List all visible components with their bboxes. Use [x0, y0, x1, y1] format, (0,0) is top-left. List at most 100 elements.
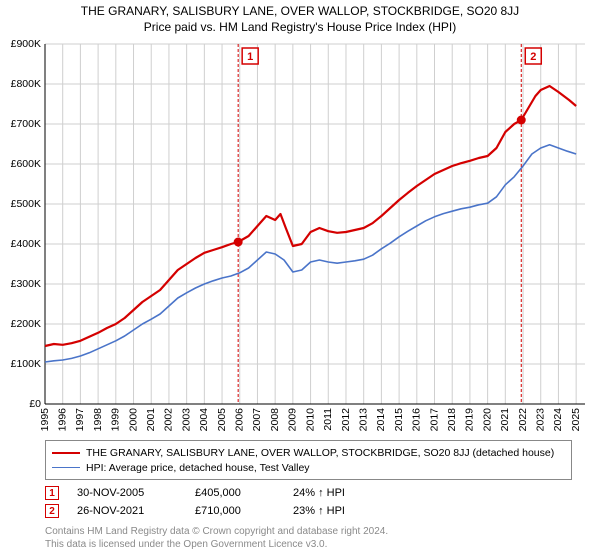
svg-text:2023: 2023: [535, 408, 547, 432]
x-tick: 2002: [163, 408, 175, 432]
x-tick: 2001: [145, 408, 157, 432]
attribution-line: This data is licensed under the Open Gov…: [45, 539, 572, 552]
svg-text:2011: 2011: [322, 408, 334, 431]
svg-text:2007: 2007: [251, 408, 263, 432]
svg-text:2019: 2019: [464, 408, 476, 432]
svg-text:2024: 2024: [552, 408, 564, 432]
x-tick: 2015: [393, 408, 405, 432]
x-tick: 2016: [411, 408, 423, 432]
svg-text:2009: 2009: [287, 408, 299, 432]
x-tick: 2005: [216, 408, 228, 432]
event-callout-number: 1: [247, 51, 253, 63]
svg-text:1998: 1998: [92, 408, 104, 432]
event-pct: 24% ↑ HPI: [293, 487, 393, 499]
svg-text:2021: 2021: [499, 408, 511, 432]
legend-row: THE GRANARY, SALISBURY LANE, OVER WALLOP…: [52, 445, 565, 460]
x-tick: 2011: [322, 408, 334, 431]
y-tick-label: £300K: [11, 278, 41, 290]
svg-text:2005: 2005: [216, 408, 228, 432]
x-tick: 2014: [375, 408, 387, 432]
svg-text:2003: 2003: [180, 408, 192, 432]
legend-label: THE GRANARY, SALISBURY LANE, OVER WALLOP…: [86, 447, 554, 459]
price-chart: £0£100K£200K£300K£400K£500K£600K£700K£80…: [0, 34, 600, 434]
x-tick: 1998: [92, 408, 104, 432]
svg-text:2017: 2017: [428, 408, 440, 432]
attribution: Contains HM Land Registry data © Crown c…: [45, 526, 572, 551]
y-tick-label: £900K: [11, 38, 41, 50]
y-tick-label: £500K: [11, 198, 41, 210]
x-tick: 2003: [180, 408, 192, 432]
svg-text:2013: 2013: [357, 408, 369, 432]
x-tick: 2006: [234, 408, 246, 432]
svg-text:2000: 2000: [127, 408, 139, 432]
y-tick-label: £200K: [11, 318, 41, 330]
x-tick: 2020: [481, 408, 493, 432]
legend-swatch: [52, 467, 80, 468]
x-tick: 1995: [39, 408, 51, 432]
svg-text:1996: 1996: [56, 408, 68, 432]
svg-text:2002: 2002: [163, 408, 175, 432]
event-callout-number: 2: [530, 51, 536, 63]
svg-text:2001: 2001: [145, 408, 157, 432]
x-tick: 2009: [287, 408, 299, 432]
y-tick-label: £100K: [11, 358, 41, 370]
x-tick: 1997: [74, 408, 86, 432]
x-tick: 2012: [340, 408, 352, 432]
x-tick: 2019: [464, 408, 476, 432]
svg-text:2018: 2018: [446, 408, 458, 432]
legend-row: HPI: Average price, detached house, Test…: [52, 460, 565, 475]
y-tick-label: £800K: [11, 78, 41, 90]
svg-text:2004: 2004: [198, 408, 210, 432]
x-tick: 1999: [110, 408, 122, 432]
page-subtitle: Price paid vs. HM Land Registry's House …: [0, 20, 600, 34]
svg-text:2025: 2025: [570, 408, 582, 432]
page-title: THE GRANARY, SALISBURY LANE, OVER WALLOP…: [0, 4, 600, 18]
svg-text:2015: 2015: [393, 408, 405, 432]
event-dot: [517, 116, 526, 125]
svg-text:2022: 2022: [517, 408, 529, 432]
x-tick: 2022: [517, 408, 529, 432]
svg-text:2006: 2006: [234, 408, 246, 432]
event-date: 30-NOV-2005: [77, 487, 177, 499]
svg-text:2012: 2012: [340, 408, 352, 432]
svg-text:2016: 2016: [411, 408, 423, 432]
y-tick-label: £700K: [11, 118, 41, 130]
x-tick: 2021: [499, 408, 511, 432]
x-tick: 2024: [552, 408, 564, 432]
svg-text:2010: 2010: [304, 408, 316, 432]
y-tick-label: £600K: [11, 158, 41, 170]
event-row: 2 26-NOV-2021 £710,000 23% ↑ HPI: [45, 502, 572, 520]
x-tick: 2017: [428, 408, 440, 432]
x-tick: 2013: [357, 408, 369, 432]
event-pct: 23% ↑ HPI: [293, 505, 393, 517]
events-table: 1 30-NOV-2005 £405,000 24% ↑ HPI 2 26-NOV-202…: [45, 484, 572, 520]
x-tick: 2018: [446, 408, 458, 432]
event-date: 26-NOV-2021: [77, 505, 177, 517]
svg-text:2014: 2014: [375, 408, 387, 432]
chart-svg: £0£100K£200K£300K£400K£500K£600K£700K£80…: [0, 34, 600, 434]
event-marker-box: 1: [45, 486, 59, 500]
x-tick: 2023: [535, 408, 547, 432]
event-dot: [234, 238, 243, 247]
event-price: £405,000: [195, 487, 275, 499]
x-tick: 2025: [570, 408, 582, 432]
svg-text:2020: 2020: [481, 408, 493, 432]
event-marker-box: 2: [45, 504, 59, 518]
x-tick: 2010: [304, 408, 316, 432]
attribution-line: Contains HM Land Registry data © Crown c…: [45, 526, 572, 539]
svg-text:1999: 1999: [110, 408, 122, 432]
svg-text:2008: 2008: [269, 408, 281, 432]
y-tick-label: £400K: [11, 238, 41, 250]
x-tick: 2004: [198, 408, 210, 432]
event-row: 1 30-NOV-2005 £405,000 24% ↑ HPI: [45, 484, 572, 502]
svg-text:1995: 1995: [39, 408, 51, 432]
x-tick: 2000: [127, 408, 139, 432]
x-tick: 2007: [251, 408, 263, 432]
legend: THE GRANARY, SALISBURY LANE, OVER WALLOP…: [45, 440, 572, 480]
x-tick: 2008: [269, 408, 281, 432]
legend-label: HPI: Average price, detached house, Test…: [86, 462, 310, 474]
svg-text:1997: 1997: [74, 408, 86, 432]
legend-swatch: [52, 452, 80, 454]
x-tick: 1996: [56, 408, 68, 432]
event-price: £710,000: [195, 505, 275, 517]
